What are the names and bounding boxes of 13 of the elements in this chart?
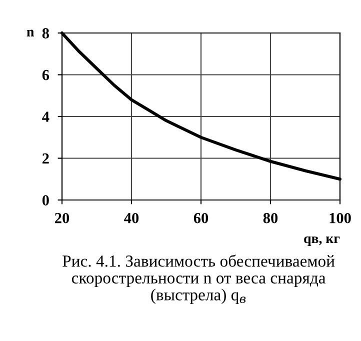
- y-tick-label: 4: [42, 112, 50, 122]
- y-tick-label: 2: [42, 153, 49, 164]
- x-tick-label: 60: [194, 212, 208, 224]
- text: Рис. 4.1. Зависимость обеспечиваемой скорострельности n от веса снаряда (выстрела) q$_{в}$: [62, 254, 335, 304]
- x-tick-label: 100: [330, 212, 351, 224]
- x-axis-title: qв, кг: [304, 236, 340, 246]
- y-tick-label: 8: [42, 28, 49, 38]
- x-tick-label: 20: [55, 212, 70, 224]
- y-axis-title: n: [26, 30, 34, 36]
- y-tick-label: 0: [42, 195, 49, 206]
- x-tick-label: 40: [124, 212, 139, 224]
- x-tick-label: 80: [263, 212, 278, 224]
- y-tick-label: 6: [42, 70, 50, 80]
